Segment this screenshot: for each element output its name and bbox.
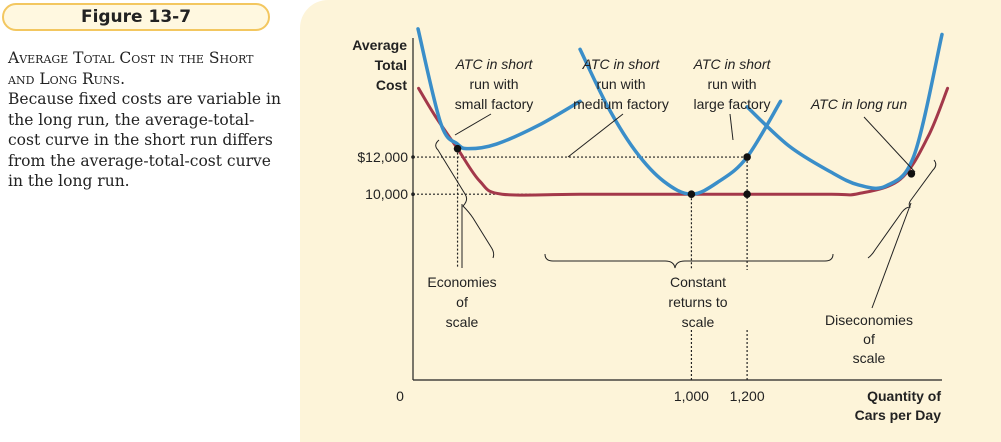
bracket-economies — [435, 139, 495, 259]
series-label: run with — [469, 76, 518, 92]
leader-line — [863, 116, 916, 173]
series-label: medium factory — [573, 96, 669, 112]
y-axis-label: Total — [375, 57, 407, 73]
curve-point — [453, 144, 462, 153]
x-axis-label: Cars per Day — [855, 407, 942, 423]
figure-caption: Average Total Cost in the Short and Long… — [8, 48, 283, 192]
series-label: ATC in short — [582, 56, 661, 72]
figure-label: Figure 13-7 — [2, 3, 270, 31]
annotation-economies: Economies — [427, 274, 496, 290]
series-line-short-run-3 — [745, 32, 944, 191]
y-tick-mark — [411, 192, 415, 197]
annotation-diseconomies: Diseconomies — [825, 312, 913, 328]
annotation-constant: returns to — [668, 294, 727, 310]
y-axis-label: Cost — [376, 77, 407, 93]
x-tick-label: 0 — [396, 388, 404, 404]
x-tick-label: 1,200 — [730, 388, 765, 404]
curve-point — [743, 190, 751, 199]
series-line-short-run-1 — [416, 27, 582, 151]
x-axis-label: Quantity of — [867, 388, 941, 404]
y-tick-mark — [411, 155, 415, 159]
bracket-constant — [544, 253, 834, 269]
series-label: ATC in short — [693, 56, 772, 72]
y-tick-label: 10,000 — [365, 186, 408, 202]
series-label: run with — [707, 76, 756, 92]
series-label: small factory — [455, 96, 534, 112]
annotation-constant: scale — [682, 314, 715, 330]
series-label: large factory — [693, 96, 770, 112]
caption-body: Because fixed costs are variable in the … — [8, 90, 281, 190]
annotation-diseconomies: scale — [853, 350, 886, 366]
series-label: run with — [596, 76, 645, 92]
annotation-economies: of — [456, 294, 468, 310]
y-axis-label: Average — [352, 37, 407, 53]
x-tick-label: 1,000 — [674, 388, 709, 404]
caption-title: Average Total Cost in the Short and Long… — [8, 49, 254, 88]
annotation-diseconomies: of — [863, 331, 875, 347]
chart-panel — [300, 0, 1001, 442]
series-label: ATC in long run — [810, 96, 907, 112]
annotation-economies: scale — [446, 314, 479, 330]
leader-line — [567, 113, 624, 158]
curve-point — [743, 153, 751, 161]
curve-point — [907, 169, 916, 178]
curve-point — [687, 190, 696, 199]
leader-diseconomies — [871, 202, 912, 309]
leader-line — [454, 113, 492, 136]
leader-line — [729, 113, 734, 141]
series-label: ATC in short — [455, 56, 534, 72]
annotation-constant: Constant — [670, 274, 726, 290]
y-tick-label: $12,000 — [357, 149, 408, 165]
